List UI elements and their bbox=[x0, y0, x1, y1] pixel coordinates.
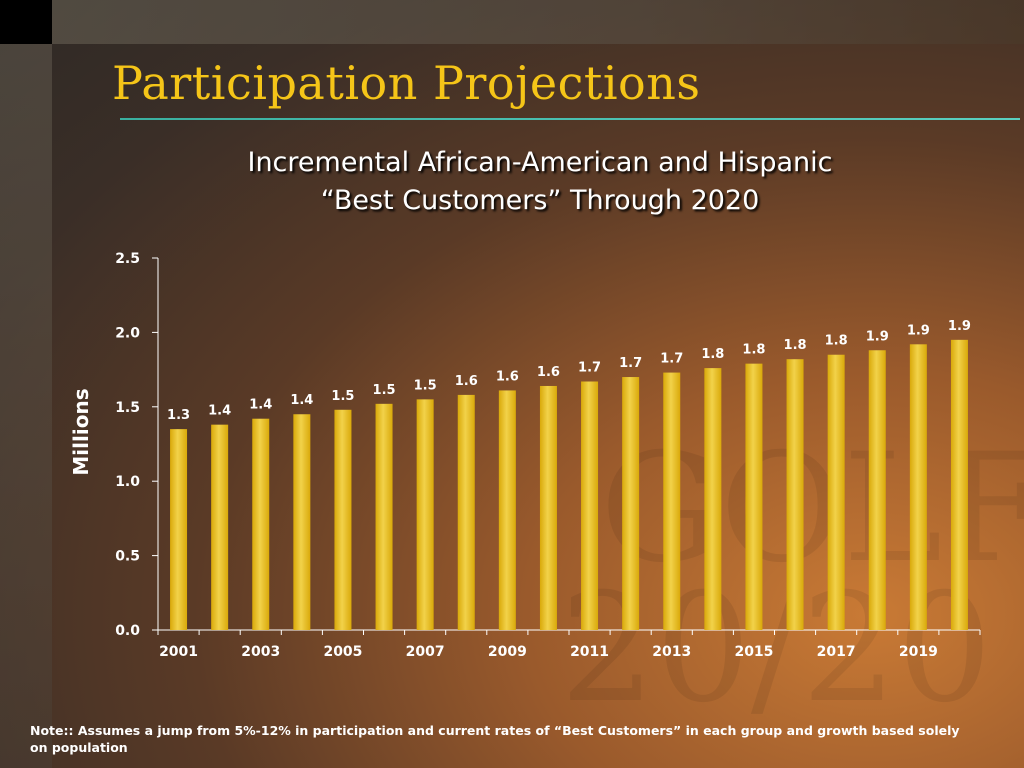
bar bbox=[170, 429, 188, 630]
bar-value-label: 1.8 bbox=[742, 343, 765, 358]
bar-value-label: 1.5 bbox=[414, 378, 437, 393]
bar bbox=[704, 368, 722, 630]
bar-value-label: 1.4 bbox=[290, 393, 313, 408]
x-tick-label: 2013 bbox=[652, 644, 691, 660]
x-tick-label: 2015 bbox=[734, 644, 773, 660]
bar-value-label: 1.6 bbox=[537, 365, 560, 380]
bar bbox=[498, 390, 516, 630]
bar bbox=[786, 359, 804, 630]
bar bbox=[909, 344, 927, 630]
x-tick-label: 2005 bbox=[323, 644, 362, 660]
left-decor-strip bbox=[0, 44, 52, 768]
bar-value-label: 1.9 bbox=[948, 319, 971, 334]
bar-value-label: 1.5 bbox=[331, 389, 354, 404]
bar bbox=[950, 339, 968, 630]
bar bbox=[211, 424, 229, 630]
bar-value-label: 1.6 bbox=[455, 374, 478, 389]
bar bbox=[293, 414, 311, 630]
bar bbox=[252, 418, 270, 630]
bar bbox=[581, 381, 599, 630]
bar-value-label: 1.8 bbox=[701, 347, 724, 362]
y-tick-label: 0.0 bbox=[115, 623, 140, 639]
footnote: Note:: Assumes a jump from 5%-12% in par… bbox=[30, 723, 960, 755]
bar-value-label: 1.7 bbox=[660, 352, 683, 367]
y-axis-title: Millions bbox=[69, 388, 93, 475]
bar-value-label: 1.9 bbox=[907, 323, 930, 338]
x-tick-label: 2011 bbox=[570, 644, 609, 660]
bar bbox=[745, 363, 763, 630]
x-tick-label: 2017 bbox=[817, 644, 856, 660]
bar-value-label: 1.9 bbox=[866, 329, 889, 344]
subtitle-line-2: “Best Customers” Through 2020 bbox=[320, 185, 760, 216]
bar bbox=[539, 385, 557, 630]
bar bbox=[622, 377, 640, 630]
chart-subtitle: Incremental African-American and Hispani… bbox=[170, 144, 910, 220]
top-decor-strip bbox=[52, 0, 1024, 44]
slide-title: Participation Projections bbox=[112, 56, 701, 110]
subtitle-line-1: Incremental African-American and Hispani… bbox=[247, 147, 833, 178]
x-tick-label: 2001 bbox=[159, 644, 198, 660]
y-tick-label: 1.0 bbox=[115, 474, 140, 490]
y-tick-label: 1.5 bbox=[115, 400, 140, 416]
x-tick-label: 2007 bbox=[406, 644, 445, 660]
x-tick-label: 2003 bbox=[241, 644, 280, 660]
bar-value-label: 1.5 bbox=[373, 383, 396, 398]
bar-value-label: 1.7 bbox=[619, 356, 642, 371]
y-tick-label: 2.5 bbox=[115, 251, 140, 267]
bar bbox=[416, 399, 434, 630]
bar-value-label: 1.6 bbox=[496, 369, 519, 384]
x-tick-label: 2009 bbox=[488, 644, 527, 660]
x-tick-label: 2019 bbox=[899, 644, 938, 660]
bar bbox=[663, 372, 681, 630]
bar-value-label: 1.8 bbox=[825, 334, 848, 349]
bar bbox=[375, 403, 393, 630]
bar-value-label: 1.4 bbox=[208, 404, 231, 419]
bar bbox=[457, 394, 475, 630]
bar bbox=[868, 350, 886, 630]
corner-block bbox=[0, 0, 52, 44]
bar-value-label: 1.7 bbox=[578, 361, 601, 376]
bar-value-label: 1.8 bbox=[784, 338, 807, 353]
bar-value-label: 1.4 bbox=[249, 398, 272, 413]
bar-value-label: 1.3 bbox=[167, 408, 190, 423]
bar bbox=[334, 409, 352, 630]
y-tick-label: 0.5 bbox=[115, 549, 140, 565]
bar bbox=[827, 354, 845, 630]
title-underline bbox=[120, 118, 1020, 120]
y-tick-label: 2.0 bbox=[115, 325, 140, 341]
